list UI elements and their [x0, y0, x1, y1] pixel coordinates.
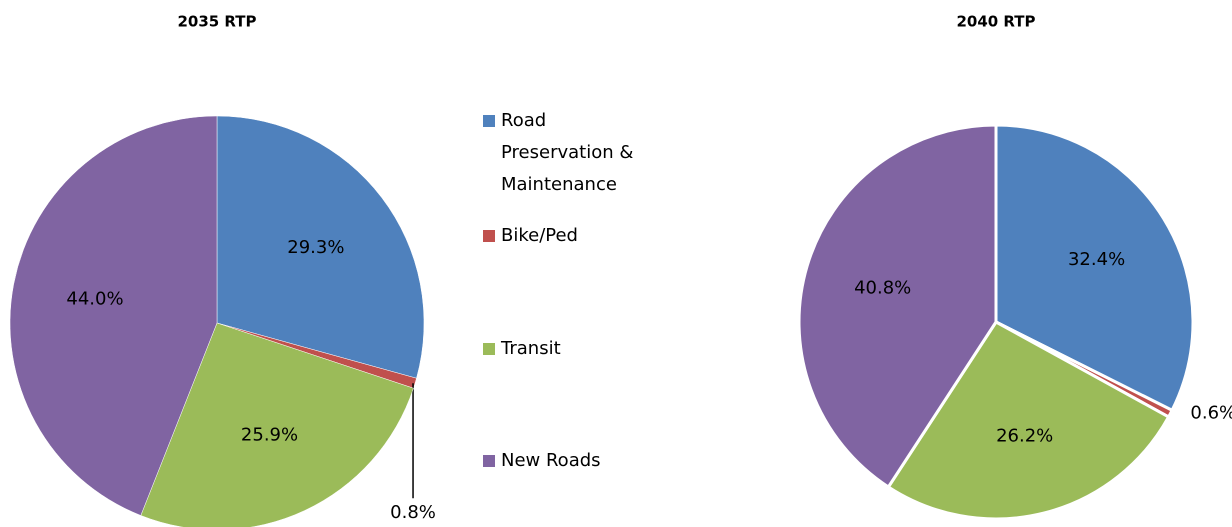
legend-swatch: [483, 115, 495, 127]
legend-swatch: [483, 455, 495, 467]
data-label: 0.8%: [390, 502, 436, 523]
chart-title: 2040 RTP: [956, 13, 1035, 31]
legend-item: New Roads: [483, 445, 673, 477]
data-label: 0.6%: [1190, 403, 1232, 424]
data-label: 29.3%: [287, 237, 344, 258]
legend-label: Transit: [501, 338, 561, 359]
pie-slice: [886, 320, 1171, 521]
pie-slice: [216, 115, 425, 379]
data-label: 32.4%: [1068, 249, 1125, 270]
legend-item: Transit: [483, 333, 673, 365]
pie-slice: [994, 123, 1195, 413]
data-label: 40.8%: [854, 277, 911, 298]
legend-label: Bike/Ped: [501, 225, 578, 246]
pie-slice: [797, 123, 998, 490]
legend-label: Road Preservation & Maintenance: [501, 110, 634, 195]
data-label: 44.0%: [66, 289, 123, 310]
legend-item: Road Preservation & Maintenance: [483, 105, 673, 201]
data-label: 25.9%: [241, 425, 298, 446]
legend-swatch: [483, 230, 495, 242]
pie-slice: [9, 115, 218, 516]
chart-title: 2035 RTP: [177, 13, 256, 31]
legend-swatch: [483, 343, 495, 355]
legend-label: New Roads: [501, 450, 601, 471]
legend-item: Bike/Ped: [483, 220, 673, 252]
data-label: 26.2%: [996, 426, 1053, 447]
